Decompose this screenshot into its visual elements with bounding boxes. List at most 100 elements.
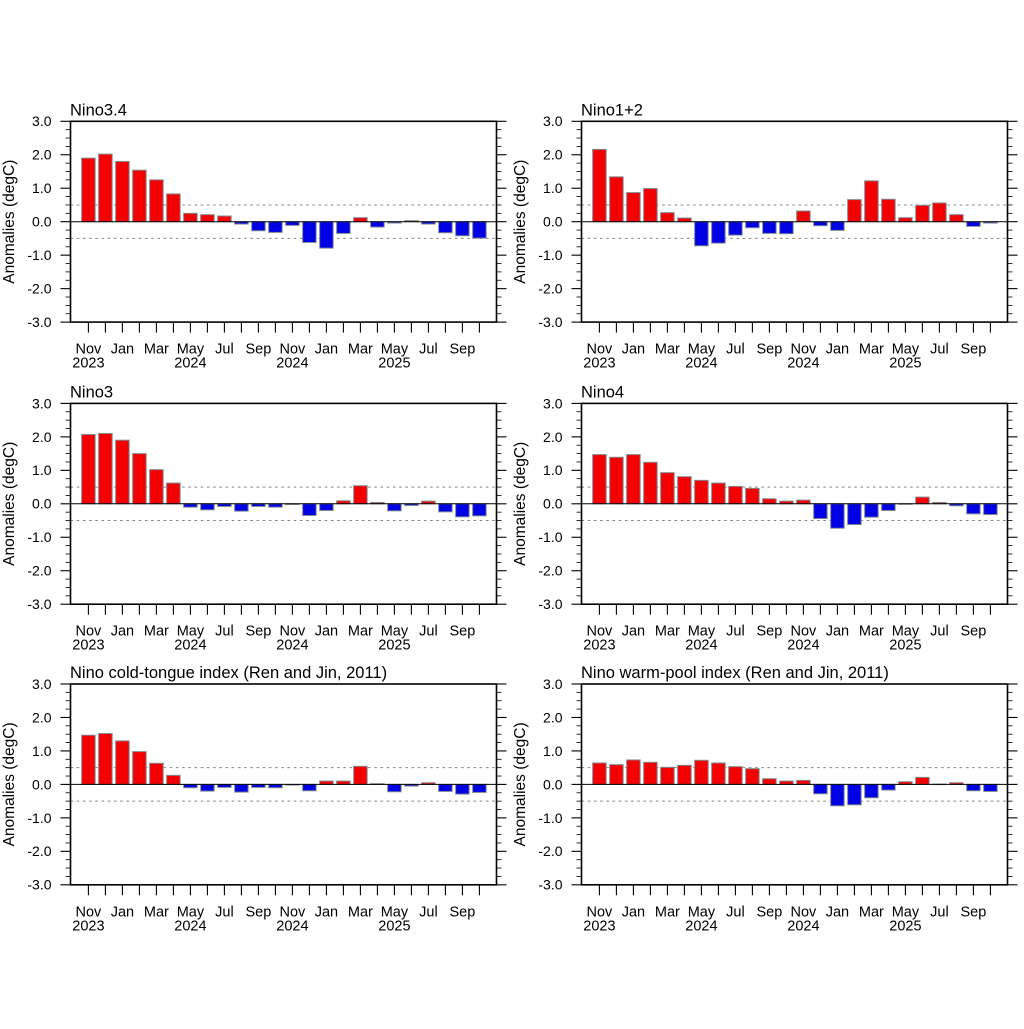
bar-dec-2023 <box>609 764 624 785</box>
x-tick-label-month: Jan <box>111 624 134 640</box>
y-tick-label: -2.0 <box>27 563 51 579</box>
y-tick-label: 3.0 <box>32 395 52 411</box>
plot-border <box>580 683 1009 886</box>
y-tick-label: -3.0 <box>538 877 562 893</box>
bar-jan-2025 <box>830 783 845 807</box>
bar-aug-2024 <box>745 221 760 229</box>
bar-dec-2023 <box>609 176 624 223</box>
y-tick-label: 0.0 <box>32 776 52 792</box>
y-tick-label: 0.0 <box>543 496 563 512</box>
bar-dec-2024 <box>813 783 828 795</box>
y-tick-label: 2.0 <box>32 429 52 445</box>
x-tick-label-month: Sep <box>245 904 271 920</box>
x-tick-label-month: Jan <box>315 624 338 640</box>
bar-sep-2025 <box>966 783 981 792</box>
bar-oct-2025 <box>472 221 487 239</box>
x-tick-label-month: Sep <box>756 342 782 358</box>
bar-mar-2025 <box>353 485 368 505</box>
x-tick-label-month: Sep <box>449 904 475 920</box>
y-tick-label: 1.0 <box>32 180 52 196</box>
bar-jul-2024 <box>728 485 743 505</box>
bar-sep-2024 <box>762 778 777 785</box>
bar-dec-2023 <box>609 456 624 505</box>
bar-apr-2024 <box>166 482 181 505</box>
plot-border <box>580 402 1009 605</box>
bar-oct-2025 <box>472 783 487 793</box>
bar-may-2024 <box>694 221 709 247</box>
y-tick-label: 2.0 <box>32 147 52 163</box>
bar-jun-2025 <box>915 776 930 785</box>
bar-apr-2025 <box>881 198 896 223</box>
x-tick-label-year: 2025 <box>889 918 921 934</box>
bar-oct-2025 <box>472 503 487 517</box>
y-tick-label: -2.0 <box>538 563 562 579</box>
x-tick-label-year: 2025 <box>378 356 410 372</box>
bar-apr-2024 <box>677 217 692 223</box>
x-tick-label-month: Jan <box>622 342 645 358</box>
bar-feb-2025 <box>847 199 862 223</box>
y-tick-label: 0.0 <box>543 214 563 230</box>
panel-nino-cold-tongue-index-ren-and-jin-2011: Nino cold-tongue index (Ren and Jin, 201… <box>1 664 507 934</box>
y-axis-label: Anomalies (degC) <box>512 160 529 284</box>
x-tick-label-month: Jan <box>111 342 134 358</box>
x-tick-label-month: Mar <box>655 624 680 640</box>
bar-jun-2024 <box>200 214 215 223</box>
y-tick-label: -1.0 <box>27 529 51 545</box>
y-tick-label: -1.0 <box>538 247 562 263</box>
x-tick-label-year: 2023 <box>72 356 104 372</box>
x-tick-label-month: May <box>381 624 409 640</box>
panel-nino1-2: Nino1+2 Anomalies (degC) 3.0 2.0 1.0 0.0 -1.0 -… <box>512 101 1018 372</box>
bar-oct-2024 <box>268 503 283 508</box>
x-tick-label-month: Nov <box>280 624 307 640</box>
x-tick-label-month: Sep <box>960 904 986 920</box>
bar-jan-2024 <box>626 759 641 785</box>
bar-may-2024 <box>183 783 198 789</box>
x-tick-label-month: Jul <box>930 342 949 358</box>
x-tick-label-month: Jan <box>622 904 645 920</box>
y-tick-label: -3.0 <box>538 596 562 612</box>
bar-may-2024 <box>183 212 198 223</box>
bar-dec-2024 <box>813 221 828 227</box>
x-tick-label-month: Mar <box>348 904 373 920</box>
x-tick-label-month: Mar <box>144 904 169 920</box>
x-tick-label-month: Jul <box>419 624 438 640</box>
x-tick-label-year: 2025 <box>378 638 410 654</box>
bar-apr-2024 <box>166 774 181 785</box>
x-tick-label-year: 2024 <box>174 638 206 654</box>
y-tick-label: 3.0 <box>543 113 563 129</box>
x-tick-label-year: 2023 <box>72 638 104 654</box>
x-tick-label-year: 2024 <box>276 638 308 654</box>
bar-dec-2023 <box>98 733 113 785</box>
x-tick-label-month: Jul <box>419 904 438 920</box>
x-tick-label-year: 2025 <box>378 918 410 934</box>
bar-nov-2024 <box>796 210 811 223</box>
bar-apr-2024 <box>166 193 181 223</box>
panel-title: Nino3.4 <box>70 101 127 119</box>
bar-mar-2025 <box>864 503 879 518</box>
bar-may-2024 <box>694 759 709 785</box>
bar-aug-2024 <box>234 503 249 512</box>
bar-nov-2024 <box>796 779 811 785</box>
y-tick-label: 3.0 <box>543 395 563 411</box>
panel-nino3-4: Nino3.4 Anomalies (degC) 3.0 2.0 1.0 0.0 -1.0 -… <box>1 101 507 372</box>
bar-dec-2023 <box>98 433 113 505</box>
x-tick-label-month: Nov <box>280 342 307 358</box>
panel-nino3: Nino3 Anomalies (degC) 3.0 2.0 1.0 0.0 -1.0 -2.… <box>1 383 507 654</box>
x-tick-label-year: 2024 <box>685 918 717 934</box>
plot-border <box>69 120 498 323</box>
x-tick-label-month: May <box>688 904 716 920</box>
bar-oct-2025 <box>983 783 998 792</box>
bar-feb-2025 <box>336 221 351 234</box>
panel-nino4: Nino4 Anomalies (degC) 3.0 2.0 1.0 0.0 -1.0 -2.… <box>512 383 1018 654</box>
x-tick-label-month: Mar <box>655 904 680 920</box>
y-tick-label: 0.0 <box>543 776 563 792</box>
y-tick-label: -1.0 <box>538 810 562 826</box>
bar-jan-2024 <box>115 439 130 505</box>
bar-aug-2025 <box>438 503 453 513</box>
bar-jan-2024 <box>115 740 130 785</box>
bar-sep-2024 <box>251 221 266 232</box>
x-tick-label-month: Jul <box>419 342 438 358</box>
bar-dec-2024 <box>302 503 317 517</box>
y-tick-label: -2.0 <box>27 843 51 859</box>
